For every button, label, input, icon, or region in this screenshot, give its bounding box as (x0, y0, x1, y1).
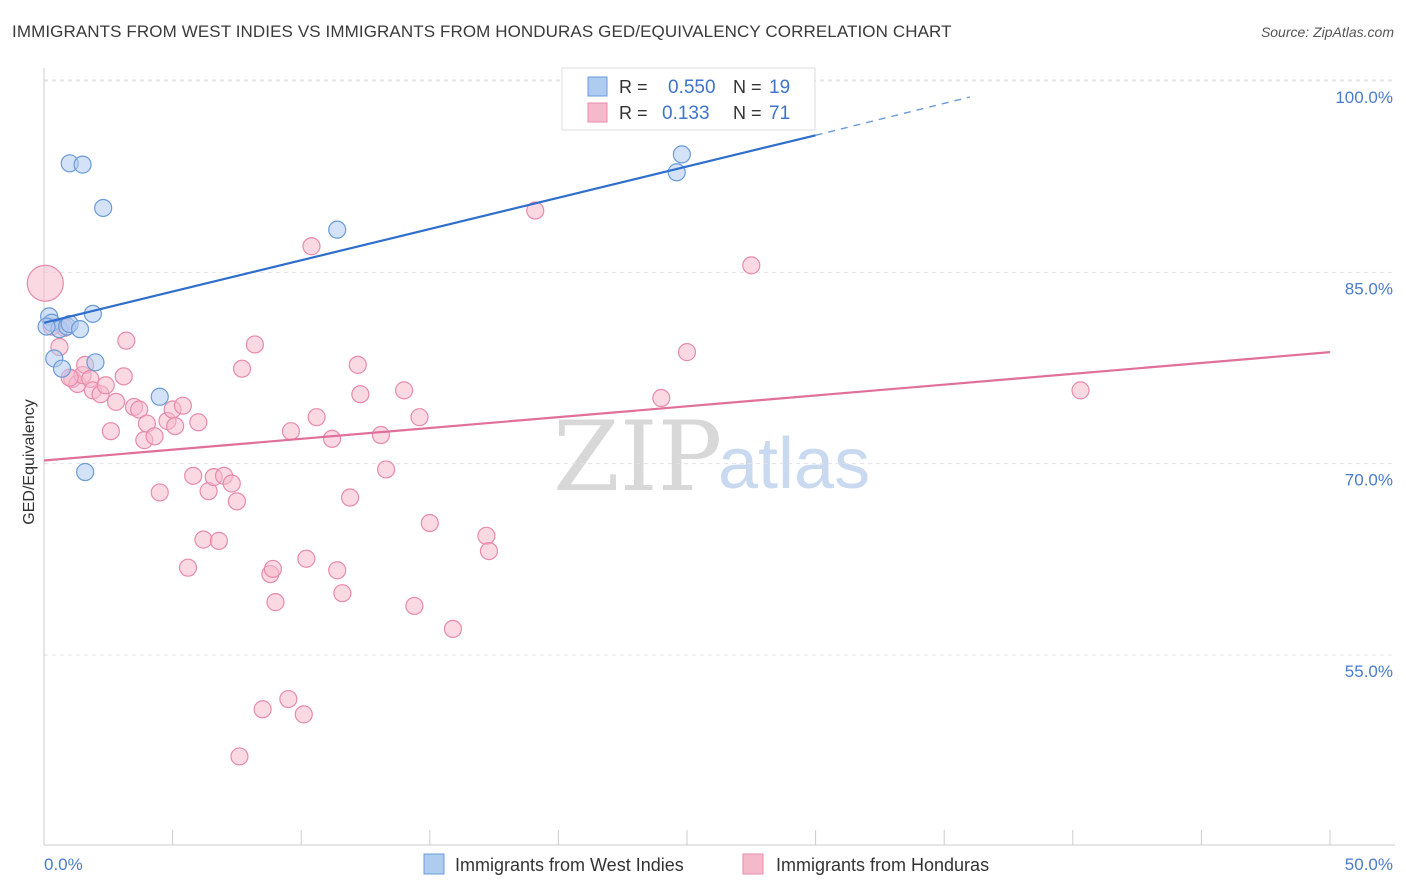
west-indies-point (76, 462, 95, 482)
west-indies-point (73, 155, 92, 174)
honduras-point (477, 526, 496, 545)
y-tick-label: 100.0% (1335, 88, 1393, 107)
honduras-point (279, 689, 298, 709)
trend-lines (43, 96, 1331, 462)
honduras-point (166, 416, 185, 436)
legend-r-label-1: R = (619, 77, 648, 97)
series-legend: Immigrants from West Indies Immigrants f… (423, 853, 989, 875)
legend-n-label-2: N = (733, 103, 762, 123)
honduras-point (245, 335, 265, 354)
honduras-point (101, 422, 120, 441)
honduras-point (26, 264, 64, 302)
west-indies-point (328, 220, 347, 239)
y-tick-label: 85.0% (1345, 279, 1393, 298)
honduras-point (297, 549, 316, 568)
stats-legend: R = 0.550 N = 19 R = 0.133 N = 71 (561, 67, 816, 131)
x-tick-label-min: 0.0% (44, 855, 83, 874)
honduras-point (351, 385, 370, 404)
honduras-point (189, 413, 208, 432)
west-indies-point (70, 320, 90, 339)
west-indies-point (667, 163, 686, 182)
west-indies-point (672, 145, 691, 164)
legend-n-label-1: N = (733, 77, 762, 97)
west-indies-point (52, 359, 72, 378)
honduras-point (348, 355, 367, 374)
legend-r-value-2: 0.133 (662, 103, 710, 124)
honduras-point (232, 359, 252, 378)
honduras-point (222, 474, 241, 493)
watermark-zip: ZIP (553, 401, 722, 513)
legend-swatch-blue (587, 76, 608, 97)
honduras-point (443, 619, 463, 639)
honduras-point (184, 466, 203, 485)
west-indies-point (150, 387, 169, 406)
honduras-point (145, 427, 164, 446)
series-legend-west-indies: Immigrants from West Indies (455, 855, 684, 875)
y-axis-title: GED/Equivalency (21, 399, 38, 524)
honduras-point (294, 705, 313, 724)
honduras-point (322, 429, 342, 448)
honduras-point (117, 331, 136, 350)
honduras-point (281, 422, 301, 441)
y-tick-labels: 55.0% 70.0% 85.0% 100.0% (1335, 88, 1393, 681)
honduras-trend-line (43, 351, 1331, 462)
x-tick-labels: 0.0% 50.0% (44, 855, 1393, 874)
honduras-point (209, 531, 228, 550)
honduras-point (307, 408, 326, 427)
y-tick-label: 55.0% (1345, 662, 1393, 681)
honduras-point (1071, 381, 1090, 400)
honduras-point (328, 561, 347, 580)
legend-r-value-1: 0.550 (668, 77, 716, 98)
series-legend-honduras: Immigrants from Honduras (776, 855, 989, 875)
honduras-point (652, 388, 671, 408)
honduras-point (96, 376, 115, 395)
honduras-point (227, 492, 246, 511)
honduras-point (173, 396, 192, 415)
honduras-point (263, 559, 283, 579)
honduras-point (526, 201, 545, 220)
legend-n-value-2: 71 (769, 103, 790, 124)
honduras-point (742, 256, 761, 275)
honduras-point (266, 593, 285, 612)
west-indies-point (86, 353, 105, 372)
honduras-point (677, 343, 697, 362)
honduras-point (405, 596, 424, 616)
axes (43, 68, 1395, 846)
honduras-point (376, 460, 396, 479)
honduras-point (302, 237, 321, 256)
west-indies-point (37, 317, 56, 336)
source-credit: Source: ZipAtlas.com (1260, 24, 1394, 40)
honduras-point (479, 541, 499, 561)
honduras-point (178, 558, 198, 577)
series-legend-swatch-honduras (742, 853, 764, 875)
honduras-point (130, 400, 149, 419)
honduras-point (114, 367, 133, 386)
x-tick-label-max: 50.0% (1345, 855, 1393, 874)
legend-n-value-1: 19 (769, 77, 790, 98)
west-indies-point (83, 304, 102, 323)
honduras-point (230, 747, 249, 766)
honduras-point (394, 381, 414, 400)
scatter-points (26, 87, 1090, 766)
legend-swatch-pink (587, 102, 608, 123)
chart-title: IMMIGRANTS FROM WEST INDIES VS IMMIGRANT… (12, 22, 952, 41)
honduras-point (420, 513, 439, 533)
legend-r-label-2: R = (619, 103, 648, 123)
honduras-point (371, 425, 391, 445)
honduras-point (106, 392, 126, 411)
honduras-point (333, 584, 352, 603)
honduras-point (194, 530, 213, 549)
west-indies-trend-extension (815, 96, 971, 136)
honduras-point (253, 700, 272, 719)
west-indies-trend-line (43, 134, 816, 324)
honduras-point (340, 488, 360, 507)
series-legend-swatch-west-indies (423, 853, 445, 875)
honduras-point (150, 483, 169, 502)
west-indies-point (94, 198, 113, 218)
y-tick-label: 70.0% (1345, 471, 1393, 490)
honduras-point (410, 408, 429, 427)
